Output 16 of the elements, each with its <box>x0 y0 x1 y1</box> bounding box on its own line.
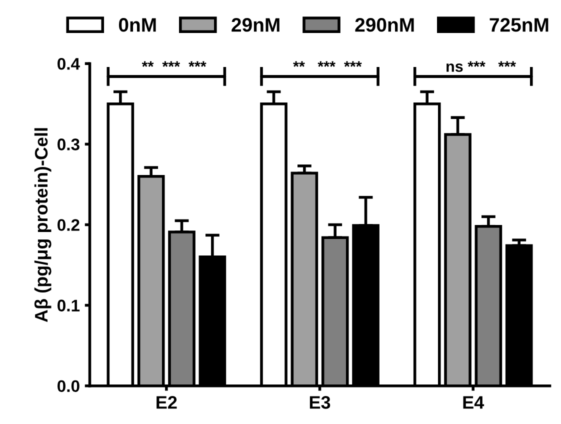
legend-label: 290nM <box>355 18 414 32</box>
y-tick-label: 0.4 <box>58 58 80 70</box>
legend-label: 725nM <box>490 18 548 32</box>
y-tick-label: 0.0 <box>58 380 80 392</box>
legend-label: 29nM <box>232 18 280 32</box>
annotation: ** *** *** <box>142 61 206 67</box>
y-tick-label: 0.2 <box>58 219 80 231</box>
legend-label: 0nM <box>118 18 156 32</box>
y-axis-title: Aβ (pg/μg protein)-Cell <box>34 128 52 322</box>
x-tick-label: E3 <box>310 396 330 409</box>
y-tick-label: 0.3 <box>58 138 80 150</box>
y-tick-label: 0.1 <box>58 300 80 312</box>
annotation: ** *** *** <box>293 61 362 67</box>
x-tick-label: E4 <box>463 396 484 409</box>
x-tick-label: E2 <box>156 396 177 409</box>
annotation: ns *** *** <box>446 61 516 72</box>
